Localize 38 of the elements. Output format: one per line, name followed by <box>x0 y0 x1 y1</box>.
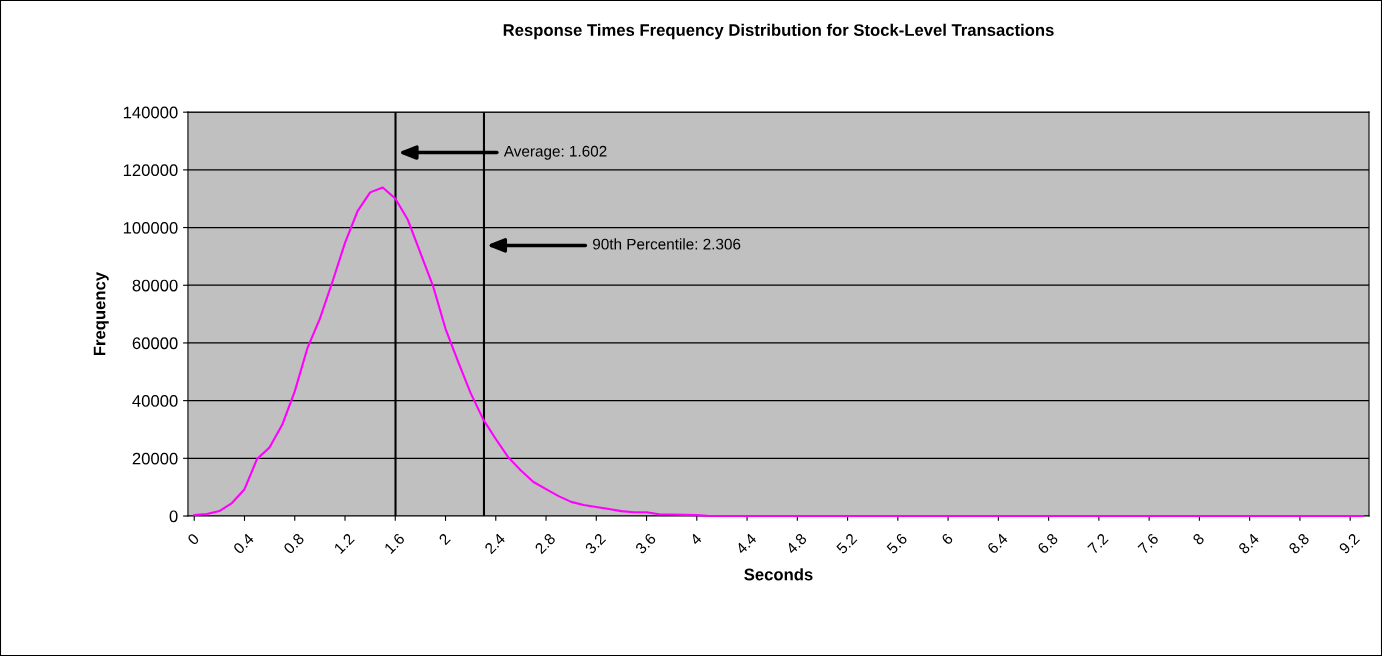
y-tick-label: 140000 <box>123 106 178 119</box>
x-tick-label: 4.4 <box>735 532 758 555</box>
x-tick-label: 5.2 <box>835 532 858 555</box>
x-tick-label: 0 <box>186 532 200 546</box>
x-tick-label: 8 <box>1192 532 1205 546</box>
x-tick-label: 8.8 <box>1288 532 1310 555</box>
chart-title: Response Times Frequency Distribution for Stock-Level Transactions <box>503 23 1054 40</box>
y-tick-label: 20000 <box>132 452 178 465</box>
x-tick-label: 9.2 <box>1338 532 1361 555</box>
line-series <box>193 186 1364 518</box>
x-tick-label: 4.8 <box>785 532 808 555</box>
x-tick-label: 3.2 <box>584 532 607 555</box>
x-tick-label: 7.6 <box>1137 532 1160 555</box>
x-tick-label: 5.6 <box>886 532 908 555</box>
x-axis-title: Seconds <box>744 568 813 581</box>
y-tick-label: 40000 <box>132 395 178 407</box>
x-tick-label: 6.8 <box>1036 532 1059 555</box>
x-tick-label: 1.6 <box>383 532 406 555</box>
x-tick-label: 0.4 <box>232 532 255 555</box>
x-tick-label: 6 <box>940 532 954 546</box>
y-tick-label: 60000 <box>132 337 178 350</box>
ref-line-label: 90th Percentile: 2.306 <box>593 238 741 250</box>
x-tick-label: 8.4 <box>1237 532 1260 555</box>
x-tick-label: 2.4 <box>484 532 506 555</box>
x-tick-label: 4 <box>689 532 703 546</box>
x-tick-label: 7.2 <box>1087 532 1109 555</box>
y-tick-label: 120000 <box>123 164 178 177</box>
y-tick-label: 0 <box>169 510 178 523</box>
x-tick-label: 3.6 <box>634 532 657 555</box>
x-tick-label: 1.2 <box>333 532 355 554</box>
ref-line-label: Average: 1.602 <box>503 145 607 160</box>
x-tick-label: 0.8 <box>282 532 305 555</box>
x-tick-label: 6.4 <box>986 532 1009 555</box>
y-tick-label: 100000 <box>123 221 178 234</box>
y-axis-title: Frequency <box>93 272 109 356</box>
x-tick-label: 2 <box>438 532 451 546</box>
x-tick-label: 2.8 <box>534 532 556 555</box>
y-tick-label: 80000 <box>132 279 178 292</box>
